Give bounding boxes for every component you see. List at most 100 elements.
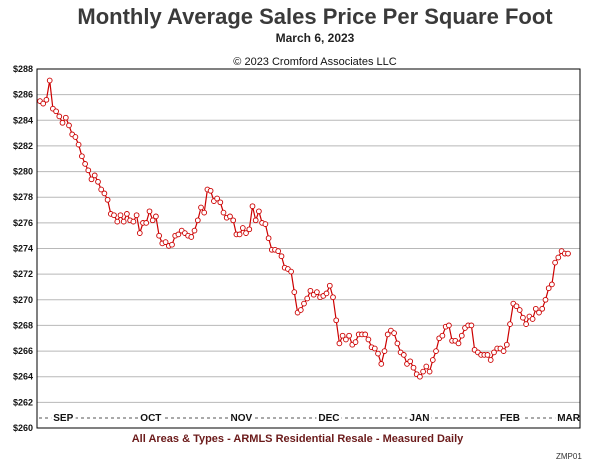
y-tick-label: $274: [13, 244, 33, 254]
data-point: [40, 100, 47, 107]
data-point: [149, 217, 156, 224]
data-point: [262, 221, 269, 227]
month-label: DEC: [318, 413, 339, 424]
month-label: SEP: [53, 413, 73, 424]
data-point: [323, 290, 330, 297]
month-label: NOV: [231, 413, 253, 424]
data-point: [503, 341, 510, 348]
data-point: [252, 217, 259, 224]
data-point: [516, 307, 523, 313]
data-point: [500, 348, 507, 354]
y-tick-label: $286: [13, 90, 33, 100]
data-point: [539, 305, 546, 312]
data-point: [429, 357, 436, 363]
y-tick-label: $262: [13, 397, 33, 407]
data-point: [545, 285, 552, 292]
data-point: [136, 230, 143, 236]
data-point: [407, 358, 414, 365]
data-point: [384, 331, 391, 338]
month-label-bg: [228, 413, 255, 424]
data-point: [439, 332, 446, 339]
month-label-bg: [138, 413, 164, 424]
data-point: [520, 314, 526, 321]
data-point: [146, 208, 153, 215]
x-axis-month-labels: SEP OCT NOV DEC JAN FEB MAR: [39, 413, 583, 424]
data-point: [85, 167, 92, 174]
data-point: [162, 239, 169, 245]
y-tick-label: $266: [13, 346, 33, 356]
chart-date: March 6, 2023: [275, 31, 355, 45]
data-point: [201, 209, 208, 216]
data-point: [410, 364, 417, 371]
data-point: [291, 289, 298, 295]
data-point: [227, 213, 233, 220]
data-point: [117, 212, 124, 219]
data-point: [91, 172, 98, 179]
data-point: [491, 349, 497, 356]
month-label-bg: [407, 413, 432, 424]
y-tick-label: $284: [13, 115, 33, 125]
y-tick-label: $270: [13, 295, 33, 305]
month-label: MAR: [557, 413, 581, 424]
data-point: [130, 218, 137, 225]
data-point: [346, 332, 352, 339]
y-tick-label: $268: [13, 320, 33, 330]
data-point: [194, 217, 201, 224]
data-point: [297, 307, 304, 313]
data-point: [529, 316, 536, 322]
data-point: [433, 348, 439, 354]
data-point: [156, 232, 162, 239]
data-point: [111, 212, 117, 219]
data-point: [487, 357, 494, 363]
data-point: [265, 235, 272, 242]
month-label: FEB: [500, 413, 520, 424]
data-point: [552, 259, 558, 266]
data-point: [484, 352, 491, 358]
chart-code: ZMP01: [556, 452, 582, 461]
month-label-bg: [51, 413, 76, 424]
data-point: [375, 350, 381, 357]
data-point: [542, 296, 549, 303]
data-point: [133, 212, 140, 219]
price-series: [37, 77, 571, 380]
data-point: [426, 368, 433, 375]
data-point: [101, 190, 108, 197]
data-point: [120, 218, 127, 225]
data-point: [43, 96, 50, 103]
y-axis-tick-labels: $260 $262 $264 $266 $268 $270 $272 $274 $276 $278…: [13, 64, 33, 433]
y-tick-label: $288: [13, 64, 33, 74]
chart-copyright: © 2023 Cromford Associates LLC: [233, 56, 397, 68]
data-point: [256, 208, 262, 215]
data-point: [275, 248, 282, 254]
data-point: [217, 199, 224, 206]
data-point: [79, 153, 85, 160]
y-tick-label: $260: [13, 423, 33, 433]
data-point: [314, 289, 320, 295]
data-point: [246, 226, 253, 233]
data-point: [230, 217, 237, 224]
month-label-bg: [555, 413, 583, 424]
data-point: [198, 204, 204, 211]
y-tick-label: $280: [13, 167, 33, 177]
data-point: [191, 227, 198, 234]
data-point: [143, 220, 150, 226]
data-point: [455, 340, 462, 347]
data-point: [365, 336, 372, 343]
data-point: [46, 77, 53, 84]
plot-frame: [36, 68, 581, 429]
y-tick-label: $264: [13, 372, 33, 382]
data-point: [104, 196, 111, 203]
data-point: [536, 309, 542, 316]
data-point: [378, 361, 385, 367]
data-point: [391, 330, 397, 336]
data-point: [400, 352, 407, 358]
data-point: [549, 281, 555, 288]
data-point: [288, 268, 294, 275]
data-point: [236, 231, 243, 238]
data-point: [362, 331, 369, 338]
data-point: [75, 141, 82, 148]
data-point: [523, 321, 529, 327]
data-point: [301, 300, 307, 307]
data-point: [278, 253, 285, 260]
